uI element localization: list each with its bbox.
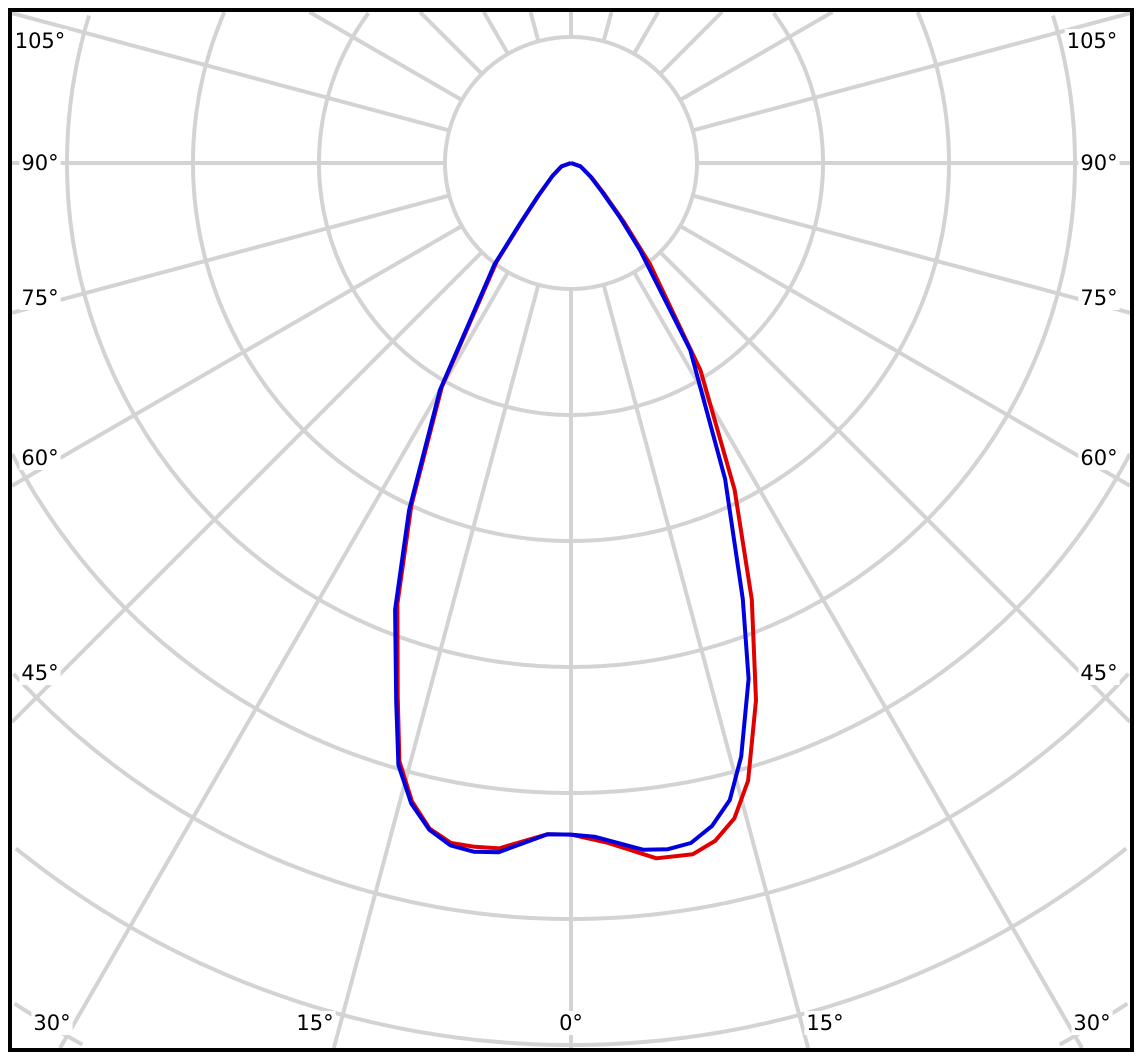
- grid-spoke: [601, 11, 614, 42]
- angle-label-bottom: 15°: [806, 1011, 843, 1035]
- grid-spoke: [331, 284, 541, 1049]
- series-1-right-curve: [570, 161, 751, 852]
- label-background: [557, 1011, 585, 1035]
- chart-frame: [8, 8, 1134, 1052]
- grid-spoke: [418, 10, 484, 76]
- angle-label-right: 90°: [1080, 151, 1117, 175]
- angle-label-right: 45°: [1080, 661, 1117, 685]
- grid-spoke: [308, 10, 463, 102]
- grid-spoke: [658, 250, 1132, 724]
- angle-label-bottom: 15°: [296, 1011, 333, 1035]
- grid-ring: [14, 846, 1128, 1047]
- grid-spoke: [692, 193, 1131, 315]
- label-background: [12, 29, 68, 53]
- label-background: [1078, 286, 1120, 310]
- grid-spoke: [601, 284, 811, 1049]
- angle-label-right: 105°: [1067, 29, 1118, 53]
- angle-label-left: 45°: [21, 661, 58, 685]
- angle-label-left: 60°: [21, 446, 58, 470]
- grid-spoke: [632, 11, 660, 55]
- grid-spoke: [679, 10, 834, 102]
- grid-spoke: [58, 271, 510, 1049]
- angle-label-right: 75°: [1080, 286, 1117, 310]
- label-background: [19, 446, 61, 470]
- intensity-curves: [393, 161, 758, 861]
- label-background: [31, 1011, 73, 1035]
- label-background: [1078, 446, 1120, 470]
- grid-spoke: [658, 10, 724, 76]
- grid-spoke: [482, 10, 510, 55]
- label-background: [294, 1011, 336, 1035]
- label-background: [1078, 151, 1120, 175]
- angle-label-right: 60°: [1080, 446, 1117, 470]
- grid-spoke: [692, 11, 1131, 133]
- label-background: [1064, 29, 1120, 53]
- grid-spoke: [528, 11, 541, 42]
- label-background: [19, 286, 61, 310]
- label-background: [1078, 661, 1120, 685]
- label-background: [1071, 1011, 1113, 1035]
- angle-labels: 30° 15° 0° 15° 30° 105° 90° 75° 60° 45° 105° 90° 75°…: [12, 29, 1120, 1035]
- angle-label-left: 105°: [15, 29, 66, 53]
- series-1-left-curve: [393, 161, 572, 855]
- label-background: [19, 661, 61, 685]
- label-background: [19, 151, 61, 175]
- series-0-left-curve: [395, 161, 572, 851]
- angle-label-bottom: 0°: [559, 1011, 583, 1035]
- grid-ring: [12, 672, 1130, 921]
- grid-spoke: [679, 224, 1132, 488]
- grid-spoke: [11, 193, 450, 315]
- polar-grid: [10, 10, 1132, 1049]
- grid-ring: [65, 15, 1077, 669]
- angle-label-bottom: 30°: [1073, 1011, 1110, 1035]
- grid-ring: [10, 452, 1132, 795]
- angle-label-bottom: 30°: [33, 1011, 70, 1035]
- label-background: [804, 1011, 846, 1035]
- grid-spoke: [10, 224, 463, 488]
- grid-ring: [191, 11, 951, 543]
- angle-label-left: 90°: [21, 151, 58, 175]
- grid-spoke: [11, 11, 450, 133]
- angle-label-left: 75°: [21, 286, 58, 310]
- grid-spoke: [10, 250, 484, 724]
